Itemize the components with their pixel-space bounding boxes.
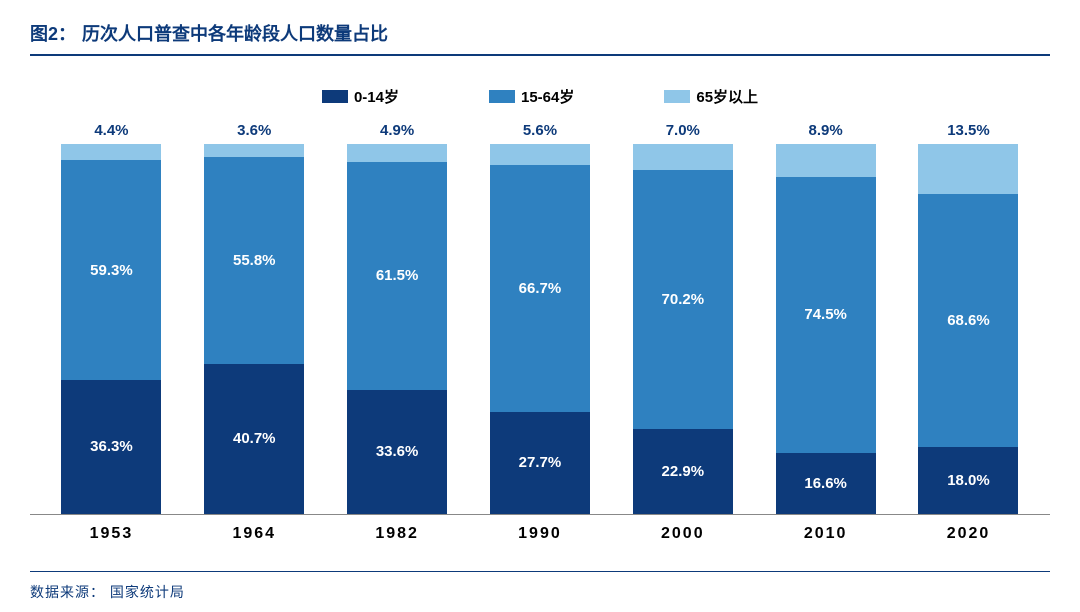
legend-label: 15-64岁 xyxy=(521,86,574,107)
bar-segment-value: 13.5% xyxy=(918,122,1018,139)
bar-segment: 55.8% xyxy=(204,157,304,363)
stacked-bar: 40.7% 55.8% 3.6% xyxy=(204,144,304,514)
figure-title-prefix: 图2： xyxy=(30,20,76,46)
bar-column: 16.6% 74.5% 8.9% xyxy=(766,144,886,514)
bar-segment-value: 36.3% xyxy=(90,438,133,455)
bar-segment: 40.7% xyxy=(204,364,304,514)
source-value: 国家统计局 xyxy=(110,584,185,600)
bar-segment: 7.0% xyxy=(633,144,733,170)
x-axis-label: 1982 xyxy=(337,525,457,543)
data-source-row: 数据来源： 国家统计局 xyxy=(30,571,1050,602)
bar-segment: 33.6% xyxy=(347,390,447,514)
chart-legend: 0-14岁 15-64岁 65岁以上 xyxy=(30,86,1050,107)
x-axis-label: 1964 xyxy=(194,525,314,543)
bar-segment-value: 7.0% xyxy=(633,122,733,139)
stacked-bar: 27.7% 66.7% 5.6% xyxy=(490,144,590,514)
bar-segment-value: 61.5% xyxy=(376,267,419,284)
bar-segment-value: 59.3% xyxy=(90,262,133,279)
bar-segment: 5.6% xyxy=(490,144,590,165)
stacked-bar: 22.9% 70.2% 7.0% xyxy=(633,144,733,514)
figure-title-text: 历次人口普查中各年龄段人口数量占比 xyxy=(82,20,388,46)
bar-segment: 36.3% xyxy=(61,380,161,514)
x-axis-label: 1953 xyxy=(51,525,171,543)
x-axis-label: 2000 xyxy=(623,525,743,543)
bar-segment-value: 16.6% xyxy=(804,475,847,492)
bar-segment-value: 74.5% xyxy=(804,306,847,323)
x-axis-label: 2010 xyxy=(766,525,886,543)
bar-segment-value: 5.6% xyxy=(490,122,590,139)
x-axis-label: 1990 xyxy=(480,525,600,543)
bar-segment: 59.3% xyxy=(61,160,161,379)
legend-item: 15-64岁 xyxy=(489,86,574,107)
bar-segment-value: 18.0% xyxy=(947,472,990,489)
bar-segment-value: 4.9% xyxy=(347,122,447,139)
legend-swatch xyxy=(489,90,515,103)
bar-segment-value: 55.8% xyxy=(233,252,276,269)
bar-segment: 3.6% xyxy=(204,144,304,157)
x-axis-label: 2020 xyxy=(908,525,1028,543)
bar-segment: 61.5% xyxy=(347,162,447,390)
bar-segment: 4.4% xyxy=(61,144,161,160)
bar-segment: 27.7% xyxy=(490,412,590,514)
bar-segment-value: 3.6% xyxy=(204,122,304,139)
legend-swatch xyxy=(322,90,348,103)
legend-item: 65岁以上 xyxy=(664,86,758,107)
legend-swatch xyxy=(664,90,690,103)
bar-column: 33.6% 61.5% 4.9% xyxy=(337,144,457,514)
legend-label: 65岁以上 xyxy=(696,86,758,107)
bar-segment-value: 27.7% xyxy=(519,454,562,471)
bar-segment: 18.0% xyxy=(918,447,1018,514)
bar-segment: 4.9% xyxy=(347,144,447,162)
bar-segment: 70.2% xyxy=(633,170,733,430)
bar-segment: 22.9% xyxy=(633,429,733,514)
legend-item: 0-14岁 xyxy=(322,86,399,107)
x-axis-labels: 1953 1964 1982 1990 2000 2010 2020 xyxy=(30,515,1050,543)
figure-title-row: 图2： 历次人口普查中各年龄段人口数量占比 xyxy=(30,20,1050,56)
bar-segment-value: 40.7% xyxy=(233,430,276,447)
bar-segment: 8.9% xyxy=(776,144,876,177)
bar-column: 22.9% 70.2% 7.0% xyxy=(623,144,743,514)
bar-segment-value: 4.4% xyxy=(61,122,161,139)
bar-column: 18.0% 68.6% 13.5% xyxy=(908,144,1028,514)
bar-segment-value: 68.6% xyxy=(947,312,990,329)
bar-column: 27.7% 66.7% 5.6% xyxy=(480,144,600,514)
bar-column: 36.3% 59.3% 4.4% xyxy=(51,144,171,514)
bar-segment-value: 22.9% xyxy=(662,463,705,480)
bar-segment-value: 8.9% xyxy=(776,122,876,139)
legend-label: 0-14岁 xyxy=(354,86,399,107)
bar-column: 40.7% 55.8% 3.6% xyxy=(194,144,314,514)
stacked-bar: 16.6% 74.5% 8.9% xyxy=(776,144,876,514)
bar-segment: 68.6% xyxy=(918,194,1018,448)
stacked-bar: 36.3% 59.3% 4.4% xyxy=(61,144,161,514)
bar-segment: 74.5% xyxy=(776,177,876,453)
stacked-bar-chart: 36.3% 59.3% 4.4% 40.7% 55.8% 3.6% 33.6% 61.5% 4.… xyxy=(30,135,1050,515)
source-label: 数据来源： xyxy=(30,584,105,600)
bar-segment: 16.6% xyxy=(776,453,876,514)
bar-segment-value: 33.6% xyxy=(376,443,419,460)
bar-segment: 13.5% xyxy=(918,144,1018,194)
stacked-bar: 18.0% 68.6% 13.5% xyxy=(918,144,1018,514)
stacked-bar: 33.6% 61.5% 4.9% xyxy=(347,144,447,514)
bar-segment: 66.7% xyxy=(490,165,590,412)
bar-segment-value: 66.7% xyxy=(519,280,562,297)
bar-segment-value: 70.2% xyxy=(662,291,705,308)
